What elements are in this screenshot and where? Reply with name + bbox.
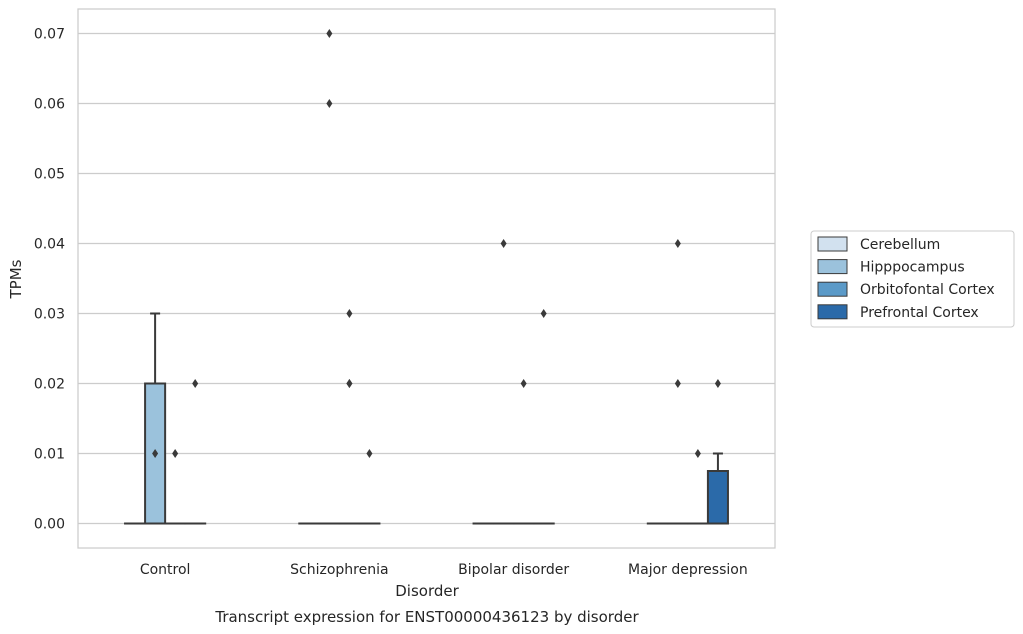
x-tick-label: Schizophrenia bbox=[290, 562, 388, 578]
grid-lines bbox=[78, 32, 775, 525]
y-tick-label: 0.06 bbox=[34, 97, 65, 113]
x-tick-label: Major depression bbox=[628, 562, 748, 578]
outlier-point bbox=[366, 449, 373, 458]
outlier-point bbox=[172, 449, 179, 458]
plot-frame bbox=[77, 8, 776, 549]
y-tick-label: 0.07 bbox=[34, 27, 65, 43]
x-axis-label: Disorder bbox=[395, 582, 459, 600]
legend-label: Hipppocampus bbox=[860, 260, 965, 276]
box-layer bbox=[124, 29, 729, 525]
chart-title: Transcript expression for ENST0000043612… bbox=[214, 608, 639, 626]
legend: Cerebellum Hipppocampus Orbitofontal Corte… bbox=[810, 230, 1015, 328]
legend-label: Orbitofontal Cortex bbox=[860, 282, 995, 298]
outlier-point bbox=[152, 449, 159, 458]
outlier-point bbox=[674, 239, 681, 248]
y-tick-label: 0.02 bbox=[34, 377, 65, 393]
x-tick-label: Control bbox=[140, 562, 191, 578]
y-tick-label: 0.03 bbox=[34, 307, 65, 323]
y-tick-label: 0.05 bbox=[34, 167, 65, 183]
legend-swatch bbox=[817, 304, 848, 320]
legend-swatch bbox=[817, 281, 848, 297]
outlier-point bbox=[326, 99, 333, 108]
outlier-point bbox=[540, 309, 547, 318]
outlier-point bbox=[520, 379, 527, 388]
outlier-point bbox=[674, 379, 681, 388]
box-prefrontal-cortex bbox=[706, 452, 729, 525]
outlier-point bbox=[192, 379, 199, 388]
x-tick-label: Bipolar disorder bbox=[458, 562, 569, 578]
outlier-point bbox=[694, 449, 701, 458]
y-tick-label: 0.04 bbox=[34, 237, 65, 253]
box-hipppocampus bbox=[144, 312, 167, 525]
outlier-point bbox=[346, 309, 353, 318]
y-tick-label: 0.01 bbox=[34, 447, 65, 463]
legend-swatch bbox=[817, 236, 848, 252]
outlier-point bbox=[326, 29, 333, 38]
legend-label: Prefrontal Cortex bbox=[860, 305, 979, 321]
y-tick-labels: 0.00 0.01 0.02 0.03 0.04 0.05 0.06 0.07 bbox=[34, 27, 65, 533]
y-tick-label: 0.00 bbox=[34, 517, 65, 533]
x-tick-labels: Control Schizophrenia Bipolar disorder Majo… bbox=[140, 562, 748, 578]
outlier-point bbox=[346, 379, 353, 388]
y-axis-label: TPMs bbox=[7, 259, 25, 299]
outlier-point bbox=[714, 379, 721, 388]
outlier-point bbox=[500, 239, 507, 248]
legend-swatch bbox=[817, 259, 848, 275]
box-body bbox=[706, 470, 729, 525]
legend-label: Cerebellum bbox=[860, 237, 940, 253]
legend-frame bbox=[810, 230, 1015, 328]
